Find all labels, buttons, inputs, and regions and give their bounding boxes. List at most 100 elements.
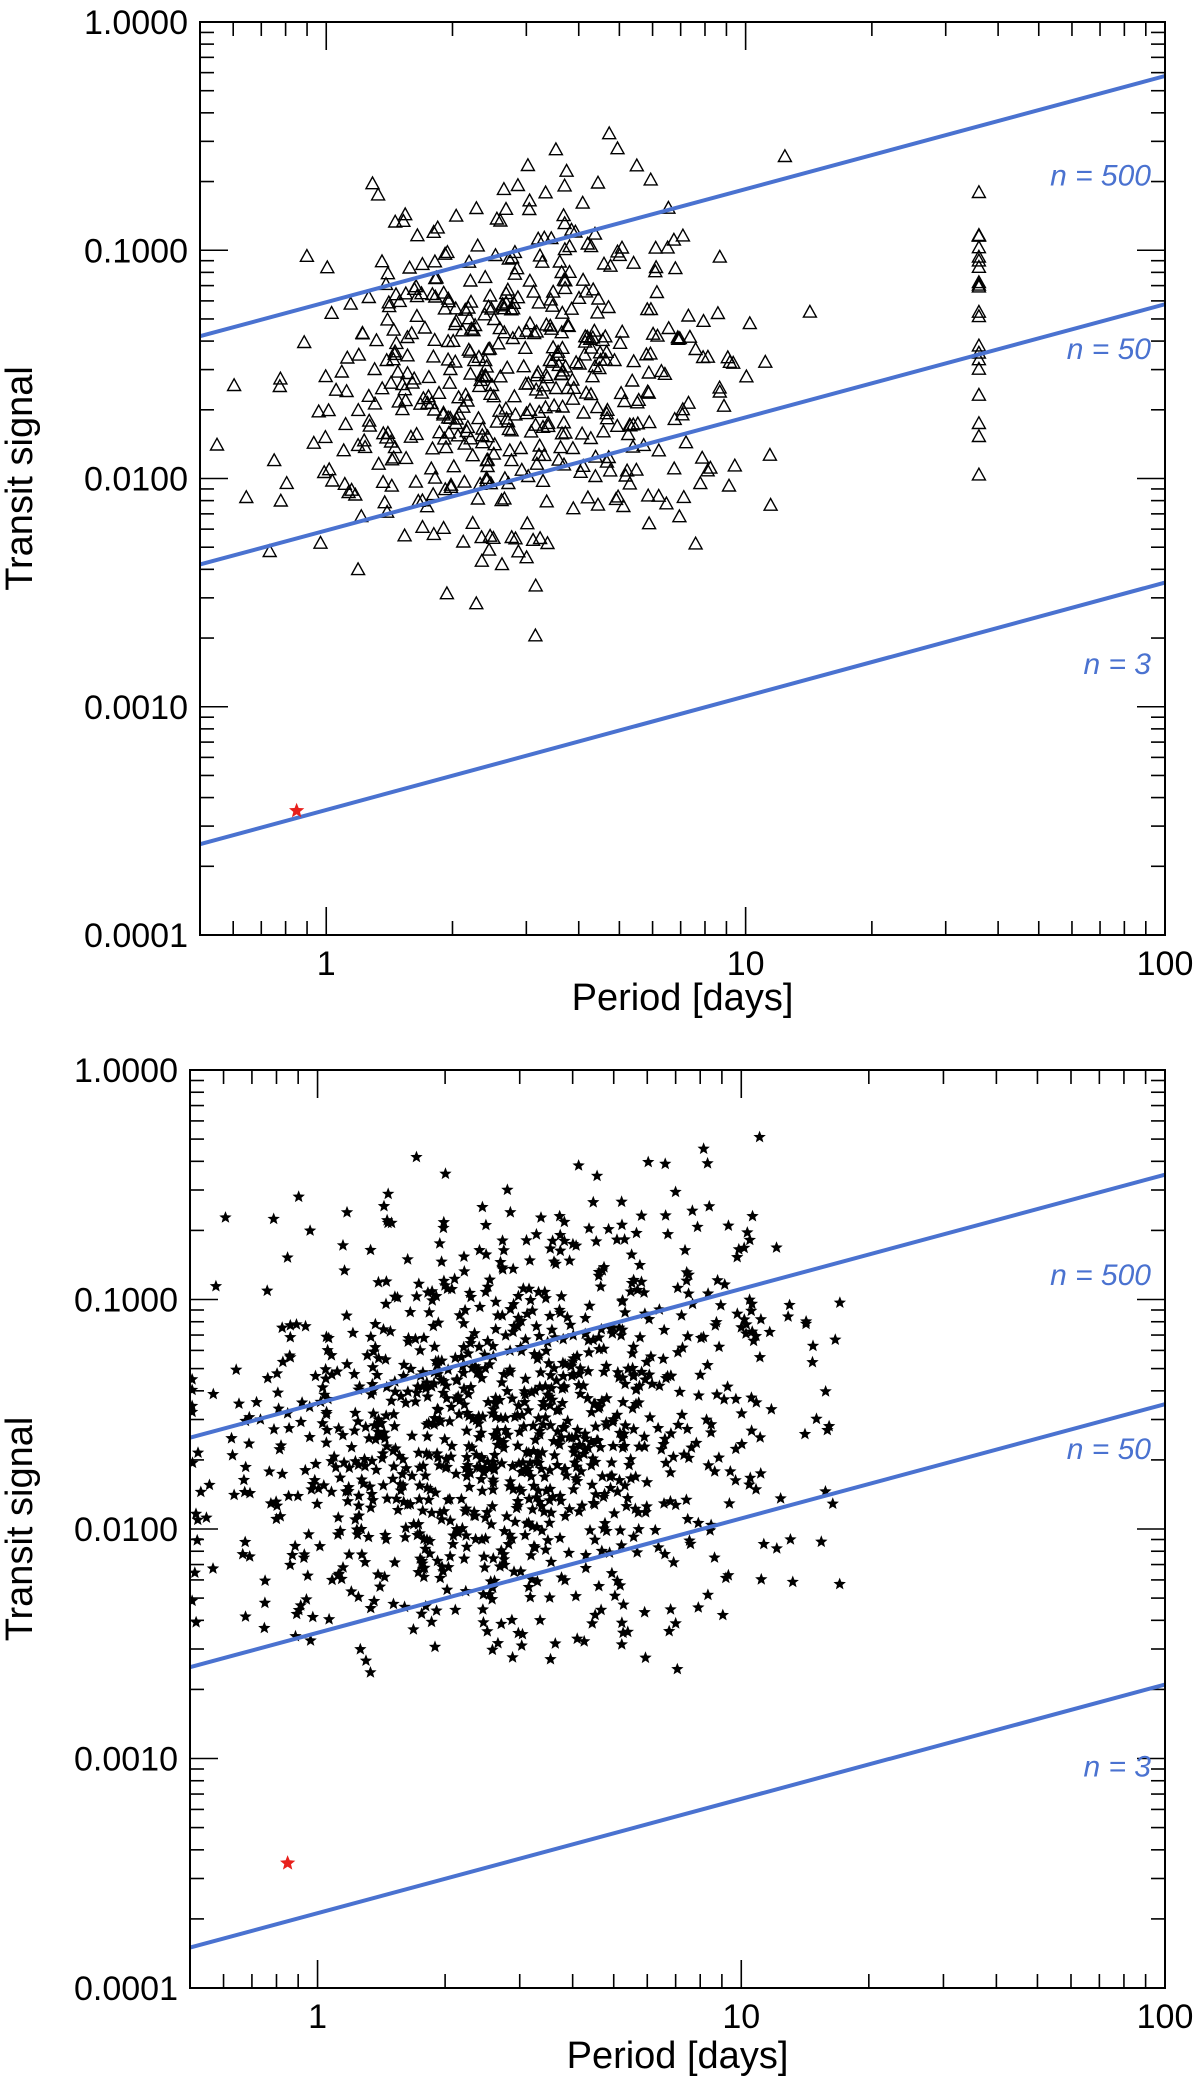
data-point <box>441 1282 454 1294</box>
data-point <box>226 1448 239 1461</box>
data-point <box>806 1355 819 1368</box>
data-point <box>558 163 575 177</box>
data-point <box>590 496 606 511</box>
data-point <box>343 295 359 310</box>
data-point <box>319 1362 332 1375</box>
data-point <box>284 1330 297 1343</box>
data-point <box>499 1423 512 1436</box>
data-point <box>446 458 462 473</box>
data-point <box>675 227 691 242</box>
data-point <box>819 1385 832 1397</box>
data-point <box>461 1406 474 1419</box>
data-point <box>657 1437 670 1450</box>
data-point <box>530 364 546 379</box>
threshold-line-500 <box>199 74 1166 339</box>
data-point <box>705 1518 718 1531</box>
data-point <box>301 1569 314 1581</box>
data-point <box>627 1422 640 1435</box>
data-point <box>740 1318 753 1330</box>
data-point <box>521 201 537 216</box>
data-point <box>680 395 697 409</box>
data-point <box>822 1419 836 1432</box>
data-point <box>374 380 390 395</box>
data-point <box>539 1411 552 1423</box>
data-point <box>558 1234 571 1247</box>
data-point <box>627 1340 640 1353</box>
data-point <box>513 1482 526 1494</box>
data-point <box>710 1315 723 1328</box>
data-point <box>518 323 535 337</box>
data-point <box>499 1411 512 1424</box>
data-point <box>386 321 402 336</box>
data-point <box>392 293 408 308</box>
data-point <box>543 1309 557 1322</box>
data-point <box>594 1280 607 1292</box>
data-point <box>412 1277 425 1290</box>
data-point <box>533 1329 546 1342</box>
data-point <box>338 1264 351 1276</box>
data-point <box>566 1237 580 1250</box>
data-point <box>580 489 596 504</box>
data-point <box>578 1634 591 1647</box>
data-point <box>529 1384 542 1396</box>
data-point <box>367 1407 380 1419</box>
data-point <box>272 378 288 393</box>
data-point <box>539 535 556 550</box>
data-point <box>708 1465 721 1477</box>
data-point <box>648 239 664 254</box>
data-point <box>553 264 570 279</box>
data-point <box>298 1548 311 1560</box>
data-point <box>575 458 591 472</box>
data-point <box>370 186 386 201</box>
data-point <box>815 1535 828 1548</box>
data-point <box>496 1234 509 1246</box>
data-point <box>473 1340 486 1353</box>
data-point <box>722 1568 735 1581</box>
data-point <box>521 192 538 207</box>
data-point <box>719 1571 732 1584</box>
data-point <box>381 294 397 309</box>
data-point <box>332 1422 345 1434</box>
data-point <box>533 1380 546 1393</box>
data-point <box>439 1167 452 1180</box>
data-point <box>373 1580 387 1592</box>
data-point <box>770 1542 783 1554</box>
data-point <box>305 1483 318 1495</box>
data-point <box>542 1356 555 1369</box>
data-point <box>243 1410 256 1423</box>
data-point <box>358 1459 372 1472</box>
data-point <box>425 486 441 501</box>
y-tick-label: 1.0000 <box>84 4 188 42</box>
data-point <box>323 305 340 319</box>
data-point <box>338 383 355 398</box>
data-point <box>600 1524 613 1537</box>
plot-frame <box>189 1069 1166 1989</box>
data-point <box>487 1552 500 1564</box>
data-point <box>826 1497 839 1509</box>
data-point <box>419 1381 433 1394</box>
data-point <box>663 1624 676 1637</box>
data-point <box>374 1417 387 1430</box>
data-point <box>466 1361 479 1373</box>
data-point <box>295 1396 309 1408</box>
data-point <box>649 284 665 299</box>
data-point <box>575 404 592 419</box>
data-point <box>367 395 383 410</box>
data-point <box>640 1500 653 1512</box>
data-point <box>387 346 403 361</box>
data-point <box>345 1585 358 1597</box>
data-point <box>691 1220 704 1233</box>
data-point <box>504 529 520 544</box>
data-point <box>384 451 400 466</box>
data-point <box>423 1448 436 1461</box>
data-point <box>522 1580 535 1593</box>
data-point <box>565 500 581 515</box>
data-point <box>717 1393 731 1405</box>
data-point <box>496 181 512 196</box>
data-point <box>607 1439 620 1452</box>
data-point <box>548 141 564 156</box>
data-point <box>282 1421 296 1434</box>
data-point <box>729 1392 743 1405</box>
data-point <box>312 1482 325 1494</box>
data-point <box>655 1442 668 1455</box>
